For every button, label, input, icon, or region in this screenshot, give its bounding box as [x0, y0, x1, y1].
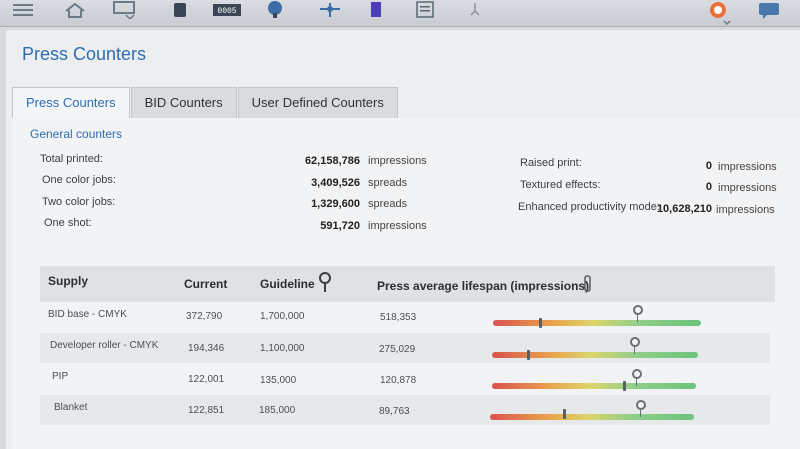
counter-value: 0: [705, 160, 712, 172]
tools-icon[interactable]: [464, 0, 486, 20]
tab-bid-counters[interactable]: BID Counters: [130, 87, 237, 118]
guideline-value: 1,100,000: [260, 343, 305, 354]
lifespan-bar: [493, 320, 701, 326]
lifespan-bar: [492, 383, 696, 389]
current-value: 372,790: [186, 311, 223, 322]
list-icon[interactable]: [412, 0, 438, 20]
tab-user-defined-counters[interactable]: User Defined Counters: [237, 87, 398, 118]
document-icon[interactable]: [366, 0, 386, 20]
lifespan-bar: [490, 414, 694, 420]
header-supply: Supply: [48, 274, 89, 288]
lifespan-bar: [492, 352, 698, 358]
counter-icon[interactable]: 0005: [210, 0, 244, 20]
table-row: Developer roller - CMYK 194,346 1,100,00…: [40, 333, 770, 363]
lifespan-value: 89,763: [379, 406, 410, 417]
counter-unit: spreads: [368, 198, 408, 210]
supply-table-header: [40, 266, 775, 302]
counter-icon-text: 0005: [217, 7, 236, 16]
current-value: 194,346: [188, 343, 225, 354]
counter-unit: spreads: [368, 177, 408, 189]
counter-value: 1,329,600: [311, 198, 360, 210]
lifespan-value: 518,353: [380, 312, 417, 323]
table-row: Blanket 122,851 185,000 89,763: [40, 395, 770, 425]
table-row: BID base - CMYK 372,790 1,700,000 518,35…: [40, 302, 770, 332]
marker-legend-icon: [584, 275, 592, 298]
counter-value: 0: [705, 181, 712, 193]
monitor-icon[interactable]: [110, 0, 140, 20]
counter-label: One color jobs:: [42, 174, 116, 186]
guideline-pin-icon: [633, 305, 643, 315]
supply-name: Developer roller - CMYK: [50, 340, 159, 351]
current-marker: [527, 350, 530, 360]
table-row: PIP 122,001 135,000 120,878: [40, 364, 770, 394]
counter-value: 3,409,526: [311, 177, 360, 189]
tab-press-counters[interactable]: Press Counters: [12, 87, 130, 118]
guideline-value: 135,000: [260, 375, 297, 386]
guideline-pin-icon: [630, 337, 640, 347]
counter-unit: impressions: [368, 220, 427, 232]
guideline-pin-stem: [634, 346, 635, 354]
counter-label: Textured effects:: [520, 179, 601, 191]
network-icon[interactable]: [316, 0, 344, 20]
current-marker: [563, 409, 566, 419]
supply-name: BID base - CMYK: [48, 309, 127, 320]
counter-value: 10,628,210: [656, 203, 712, 215]
menu-icon[interactable]: [8, 0, 38, 20]
counter-label: Total printed:: [40, 153, 103, 165]
lifespan-value: 120,878: [380, 375, 417, 386]
general-counters-title: General counters: [30, 127, 123, 141]
alert-icon[interactable]: [704, 0, 734, 26]
counter-unit: impressions: [368, 155, 427, 167]
page-title: Press Counters: [22, 44, 147, 64]
globe-icon[interactable]: [262, 0, 288, 20]
tab-bar: Press Counters BID Counters User Defined…: [12, 87, 399, 119]
guideline-pin-icon: [632, 369, 642, 379]
current-value: 122,001: [188, 374, 225, 385]
counter-label: Enhanced productivity mode:: [518, 201, 660, 213]
guideline-value: 185,000: [259, 405, 296, 416]
guideline-value: 1,700,000: [260, 311, 305, 322]
header-current: Current: [184, 277, 228, 291]
supply-name: PIP: [52, 371, 69, 382]
lifespan-value: 275,029: [379, 344, 416, 355]
guideline-pin-stem: [637, 314, 638, 322]
printer-icon[interactable]: [168, 0, 192, 20]
guideline-pin-stem: [640, 409, 641, 417]
home-icon[interactable]: [60, 0, 90, 20]
counter-label: Two color jobs:: [42, 196, 116, 208]
guideline-pin-icon: [636, 400, 646, 410]
header-guideline: Guideline: [260, 277, 315, 291]
header-lifespan: Press average lifespan (impressions): [377, 279, 590, 293]
guideline-pin-stem: [636, 378, 637, 386]
counter-unit: impressions: [718, 182, 777, 194]
counter-label: Raised print:: [520, 157, 582, 169]
chat-icon[interactable]: [754, 0, 784, 20]
counter-unit: impressions: [718, 161, 777, 173]
current-marker: [539, 318, 542, 328]
current-marker: [623, 381, 626, 391]
counter-value: 591,720: [320, 220, 360, 232]
current-value: 122,851: [188, 405, 225, 416]
counter-value: 62,158,786: [304, 155, 360, 167]
top-toolbar: 0005: [0, 0, 800, 27]
counter-label: One shot:: [44, 217, 92, 229]
guideline-pin-icon: [318, 272, 332, 299]
counter-unit: impressions: [716, 204, 775, 216]
supply-name: Blanket: [54, 402, 88, 413]
